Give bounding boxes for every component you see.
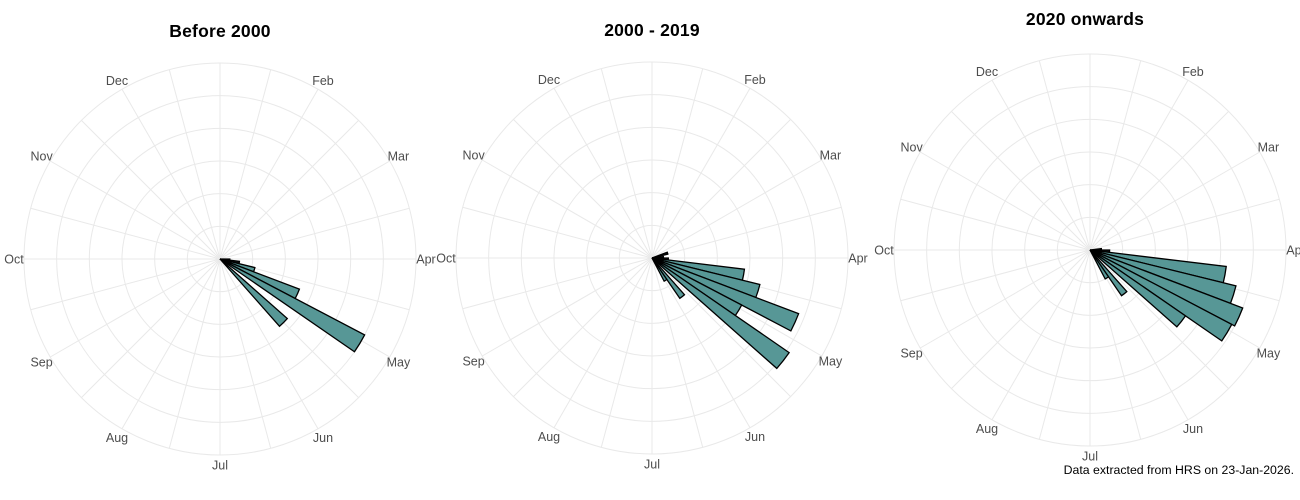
month-label-apr: Apr xyxy=(848,251,867,265)
rose-wedge-week-21 xyxy=(1089,249,1128,297)
grid-ring xyxy=(520,126,784,390)
chart-title-2020-onwards: 2020 onwards xyxy=(1025,9,1145,29)
polar-grid xyxy=(893,53,1287,447)
rose-wedge-week-18 xyxy=(219,258,366,353)
rose-wedge-week-21 xyxy=(651,257,686,300)
grid-ring xyxy=(893,53,1287,447)
month-label-aug: Aug xyxy=(976,422,998,436)
month-label-jun: Jun xyxy=(745,430,765,444)
polar-chart-1: Feb Mar Apr May Jun Jul Aug Sep Oct Nov Dec xyxy=(436,61,868,471)
grid-ring xyxy=(88,127,352,391)
wedge-group xyxy=(651,251,800,370)
rose-wedge-week-11 xyxy=(651,251,669,259)
month-label-dec: Dec xyxy=(538,73,560,87)
grid-ring xyxy=(586,192,718,324)
month-label-group: Feb Mar Apr May Jun Jul Aug Sep Oct Nov Dec xyxy=(874,65,1300,463)
month-label-dec: Dec xyxy=(106,74,128,88)
rose-wedge-week-22 xyxy=(651,257,668,283)
month-label-jun: Jun xyxy=(313,431,333,445)
month-label-may: May xyxy=(387,355,411,369)
month-label-sep: Sep xyxy=(900,346,922,360)
rose-wedge-week-17 xyxy=(1089,249,1244,327)
month-label-mar: Mar xyxy=(388,149,410,163)
month-label-feb: Feb xyxy=(1182,65,1204,79)
month-label-mar: Mar xyxy=(820,148,842,162)
rose-wedge-week-19 xyxy=(1089,249,1187,328)
month-label-oct: Oct xyxy=(874,243,894,257)
month-label-jul: Jul xyxy=(1082,449,1098,463)
month-label-feb: Feb xyxy=(312,74,334,88)
rose-wedge-week-18 xyxy=(1089,249,1233,342)
chart-title-before-2000: Before 2000 xyxy=(169,21,271,41)
grid-ring xyxy=(121,160,319,358)
month-label-may: May xyxy=(1257,346,1281,360)
polar-chart-2: Feb Mar Apr May Jun Jul Aug Sep Oct Nov Dec xyxy=(874,53,1300,463)
month-label-oct: Oct xyxy=(4,252,24,266)
grid-ring xyxy=(56,95,384,423)
grid-ring xyxy=(455,61,849,455)
month-label-aug: Aug xyxy=(106,431,128,445)
grid-ring xyxy=(553,159,751,357)
month-label-mar: Mar xyxy=(1258,140,1280,154)
month-label-oct: Oct xyxy=(436,251,456,265)
grid-ring xyxy=(1024,184,1156,316)
chart-title-2000-2019: 2000 - 2019 xyxy=(604,20,700,40)
rose-wedge-week-22 xyxy=(1089,249,1110,280)
polar-chart-0: Feb Mar Apr May Jun Jul Aug Sep Oct Nov Dec xyxy=(4,62,436,472)
month-label-jun: Jun xyxy=(1183,422,1203,436)
month-label-group: Feb Mar Apr May Jun Jul Aug Sep Oct Nov Dec xyxy=(4,74,435,472)
month-label-apr: Apr xyxy=(1286,243,1300,257)
month-label-sep: Sep xyxy=(462,354,484,368)
data-source-note: Data extracted from HRS on 23-Jan-2026. xyxy=(1063,463,1294,477)
month-label-nov: Nov xyxy=(900,140,923,154)
wedge-group xyxy=(219,258,366,353)
month-label-nov: Nov xyxy=(462,148,485,162)
grid-ring xyxy=(991,151,1189,349)
wedge-group xyxy=(1089,247,1244,342)
rose-wedge-week-19 xyxy=(651,257,791,370)
grid-ring xyxy=(618,224,686,292)
grid-ring xyxy=(958,118,1222,382)
grid-ring xyxy=(154,193,286,325)
rose-wedge-week-20 xyxy=(219,258,289,328)
polar-grid xyxy=(23,62,417,456)
month-label-aug: Aug xyxy=(538,430,560,444)
month-label-nov: Nov xyxy=(30,149,53,163)
grid-ring xyxy=(186,225,254,293)
grid-ring xyxy=(1056,216,1124,284)
grid-ring xyxy=(23,62,417,456)
grid-ring xyxy=(926,86,1254,414)
month-label-jul: Jul xyxy=(644,457,660,471)
month-label-apr: Apr xyxy=(416,252,435,266)
month-label-sep: Sep xyxy=(30,355,52,369)
rose-wedge-week-17 xyxy=(651,257,800,332)
month-label-may: May xyxy=(819,354,843,368)
month-label-dec: Dec xyxy=(976,65,998,79)
month-label-feb: Feb xyxy=(744,73,766,87)
month-label-group: Feb Mar Apr May Jun Jul Aug Sep Oct Nov Dec xyxy=(436,73,867,471)
month-label-jul: Jul xyxy=(212,458,228,472)
grid-ring xyxy=(488,94,816,422)
